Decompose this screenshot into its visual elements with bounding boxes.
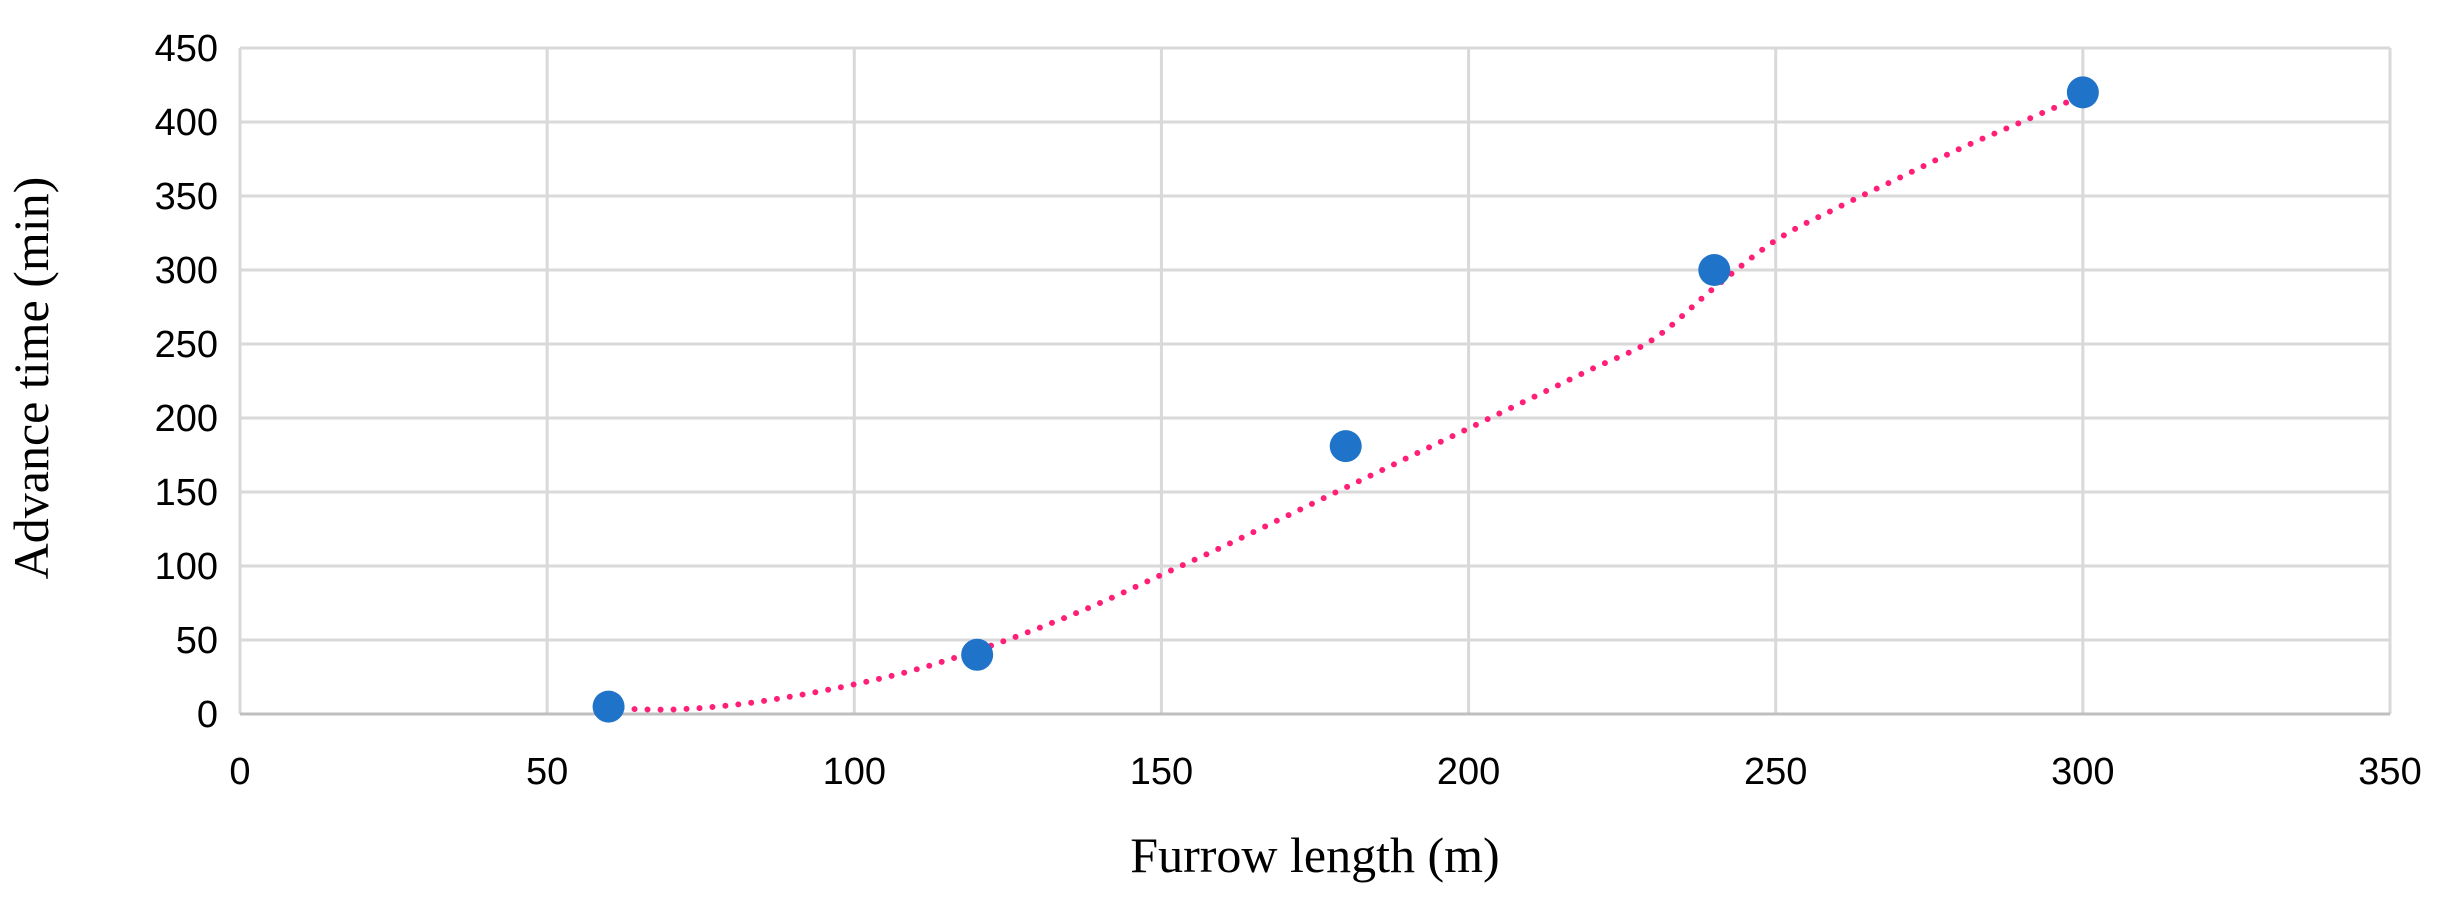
x-tick-label: 150 <box>1130 751 1193 793</box>
x-tick-label: 350 <box>2358 751 2421 793</box>
trendline-layer <box>605 92 2086 713</box>
x-tick-label: 100 <box>823 751 886 793</box>
y-tick-label: 450 <box>155 28 218 70</box>
tick-labels: 0 50 100 150 200 250 300 350 400 450 0 50 100 150 200 2… <box>155 28 2422 793</box>
data-point <box>1698 254 1731 286</box>
y-axis-title: Advance time (min) <box>3 177 59 580</box>
data-point <box>1329 430 1362 463</box>
y-tick-label: 300 <box>155 250 218 292</box>
y-tick-label: 50 <box>176 620 218 662</box>
x-tick-label: 50 <box>526 751 568 793</box>
y-tick-label: 100 <box>155 546 218 588</box>
y-tick-label: 250 <box>155 324 218 366</box>
y-tick-label: 0 <box>197 694 218 736</box>
y-tick-label: 350 <box>155 176 218 218</box>
y-tick-label: 200 <box>155 398 218 440</box>
x-tick-label: 200 <box>1437 751 1500 793</box>
grid <box>238 46 2392 714</box>
y-tick-label: 150 <box>155 472 218 514</box>
y-tick-label: 400 <box>155 102 218 144</box>
data-point <box>961 638 994 671</box>
trendline-path <box>605 92 2086 713</box>
x-tick-label: 300 <box>2051 751 2114 793</box>
data-point <box>592 690 625 723</box>
x-tick-label: 250 <box>1744 751 1807 793</box>
x-tick-label: 0 <box>229 751 250 793</box>
data-point <box>2066 76 2099 109</box>
x-axis-title: Furrow length (m) <box>1130 827 1499 883</box>
data-points <box>592 76 2099 723</box>
